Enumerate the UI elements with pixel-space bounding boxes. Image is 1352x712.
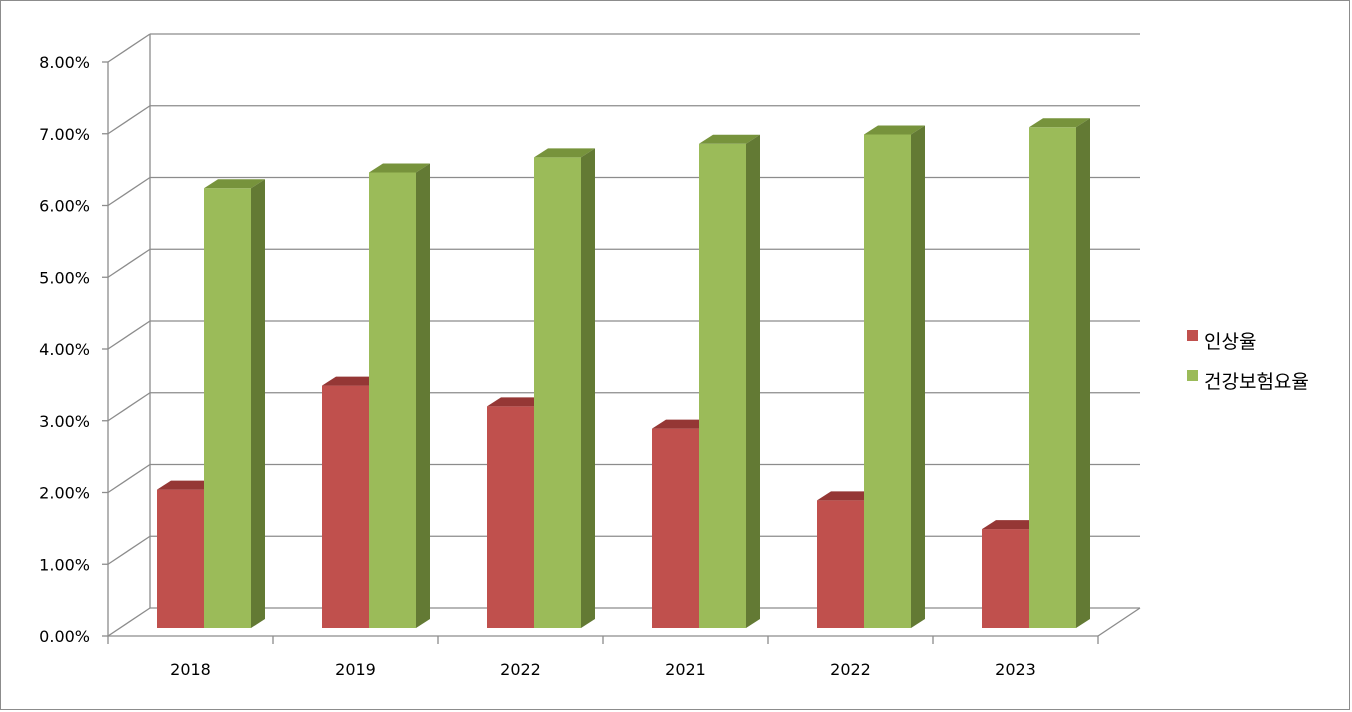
y-tick-label: 2.00% — [39, 484, 90, 503]
gridline-side — [107, 320, 151, 350]
bar-front — [699, 143, 746, 629]
bar-front — [817, 500, 864, 628]
grid-layer — [107, 33, 1140, 637]
y-tick-label: 1.00% — [39, 555, 90, 574]
bar-top — [864, 125, 925, 135]
axis-layer — [102, 34, 1141, 644]
bar-front — [982, 529, 1029, 628]
bar-side — [1076, 118, 1090, 628]
bar-side — [581, 148, 595, 629]
y-tick-label: 4.00% — [39, 340, 90, 359]
bar-2-2022 — [864, 125, 925, 628]
gridline-side — [107, 535, 151, 565]
bar-top — [322, 376, 383, 386]
bar-front — [487, 406, 534, 628]
legend-label-series-2: 건강보험요율 — [1204, 371, 1309, 393]
gridline-side — [107, 607, 151, 637]
bar-front — [204, 188, 251, 628]
bar-2-2021 — [699, 134, 760, 629]
y-tick-label: 8.00% — [39, 53, 90, 72]
y-tick-label: 3.00% — [39, 412, 90, 431]
x-tick-label: 2018 — [170, 660, 211, 679]
bar-front — [534, 157, 581, 629]
y-tick-label: 7.00% — [39, 125, 90, 144]
bar-2-2023 — [1029, 118, 1090, 628]
bar-layer — [157, 118, 1090, 629]
bar-front — [1029, 127, 1076, 628]
x-tick-label: 2022 — [830, 660, 871, 679]
x-tick-label: 2023 — [995, 660, 1036, 679]
bar-top — [157, 480, 218, 490]
bar-2-2019 — [369, 163, 430, 628]
bar-top — [487, 397, 548, 407]
x-tick-label: 2022 — [500, 660, 541, 679]
x-tick-label: 2021 — [665, 660, 706, 679]
bar-top — [817, 491, 878, 501]
bar-front — [322, 385, 369, 628]
gridline-side — [107, 392, 151, 422]
gridline-side — [107, 248, 151, 278]
bar-front — [369, 172, 416, 628]
bar-top — [204, 179, 265, 189]
bar-side — [911, 125, 925, 628]
x-tick-label: 2019 — [335, 660, 376, 679]
bar-side — [746, 134, 760, 629]
bar-top — [982, 520, 1043, 530]
y-tick-label: 6.00% — [39, 197, 90, 216]
bar-side — [251, 179, 265, 628]
bar-top — [534, 148, 595, 158]
gridline-side — [107, 105, 151, 135]
bar-front — [157, 489, 204, 628]
y-tick-label: 0.00% — [39, 627, 90, 646]
bar-top — [1029, 118, 1090, 128]
bar-front — [864, 134, 911, 628]
bar-side — [416, 163, 430, 628]
legend-label-series-1: 인상율 — [1204, 331, 1256, 353]
y-tick-label: 5.00% — [39, 268, 90, 287]
legend: 인상율 건강보험요율 — [1187, 330, 1309, 393]
bar-top — [699, 134, 760, 144]
gridline-side — [107, 463, 151, 494]
bar-front — [652, 428, 699, 628]
legend-swatch-series-2 — [1187, 370, 1198, 381]
gridline-side — [107, 176, 151, 207]
bar-top — [652, 419, 713, 429]
bar-2-2018 — [204, 179, 265, 628]
label-layer: 0.00% 1.00% 2.00% 3.00% 4.00% 5.00% 6.00% 7.00%… — [39, 53, 1036, 679]
floor-edge — [1097, 607, 1141, 637]
gridline-side — [107, 33, 151, 63]
bar-2-2022 — [534, 148, 595, 629]
bar-top — [369, 163, 430, 173]
legend-swatch-series-1 — [1187, 330, 1198, 341]
